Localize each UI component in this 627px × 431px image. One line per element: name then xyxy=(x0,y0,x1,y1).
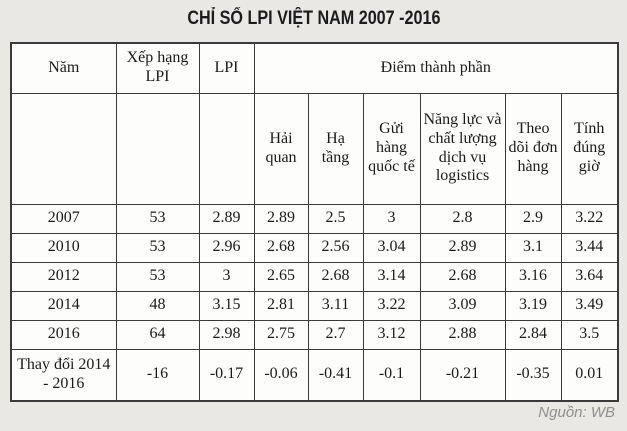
source-note: Nguồn: WB xyxy=(538,404,615,421)
value-cell: 2.68 xyxy=(419,261,506,292)
value-cell: 2.68 xyxy=(253,232,309,263)
value-cell: 3.12 xyxy=(362,319,421,350)
value-cell: 3.04 xyxy=(362,232,421,263)
value-cell: 2.7 xyxy=(307,319,364,350)
header-cell-infrastructure: Hạ tầng xyxy=(307,92,364,205)
value-cell: 3.5 xyxy=(560,319,619,350)
value-cell: 3.44 xyxy=(560,232,619,263)
value-cell: 3.22 xyxy=(362,290,421,321)
value-cell: -0.1 xyxy=(362,348,421,402)
table-row: 2007 53 2.89 2.89 2.5 3 2.8 2.9 3.22 xyxy=(10,203,619,234)
value-cell: 3.11 xyxy=(307,290,364,321)
header-row-components: Hải quan Hạ tầng Gửi hàng quốc tế Năng l… xyxy=(10,92,619,205)
value-cell: 2.75 xyxy=(253,319,309,350)
value-cell: 2.5 xyxy=(307,203,364,234)
value-cell: 2.89 xyxy=(198,203,255,234)
empty-header-cell xyxy=(10,92,117,205)
table-row: 2014 48 3.15 2.81 3.11 3.22 3.09 3.19 3.49 xyxy=(10,290,619,321)
value-cell: 2.9 xyxy=(504,203,562,234)
value-cell: 2.65 xyxy=(253,261,309,292)
value-cell: 2.68 xyxy=(307,261,364,292)
value-cell: 3 xyxy=(198,261,255,292)
empty-header-cell xyxy=(198,92,255,205)
header-row-top: Năm Xếp hạng LPI LPI Điểm thành phần xyxy=(10,42,619,94)
lpi-table: Năm Xếp hạng LPI LPI Điểm thành phần Hải… xyxy=(10,42,620,402)
header-cell-year: Năm xyxy=(10,42,117,94)
value-cell: 64 xyxy=(115,319,200,350)
value-cell: -0.06 xyxy=(253,348,309,402)
header-cell-timeliness: Tính đúng giờ xyxy=(560,92,619,205)
empty-header-cell xyxy=(115,92,200,205)
value-cell: 3.14 xyxy=(362,261,421,292)
value-cell: 3 xyxy=(362,203,421,234)
value-cell: 2.56 xyxy=(307,232,364,263)
value-cell: 3.16 xyxy=(504,261,562,292)
table-row: 2010 53 2.96 2.68 2.56 3.04 2.89 3.1 3.44 xyxy=(10,232,619,263)
header-cell-intl-shipments: Gửi hàng quốc tế xyxy=(362,92,421,205)
header-cell-rank: Xếp hạng LPI xyxy=(115,42,200,94)
value-cell: 2.89 xyxy=(419,232,506,263)
value-cell: 2.84 xyxy=(504,319,562,350)
value-cell: 2.81 xyxy=(253,290,309,321)
table-row: 2016 64 2.98 2.75 2.7 3.12 2.88 2.84 3.5 xyxy=(10,319,619,350)
table-row: 2012 53 3 2.65 2.68 3.14 2.68 3.16 3.64 xyxy=(10,261,619,292)
header-cell-tracking: Theo dõi đơn hàng xyxy=(504,92,562,205)
header-cell-lpi: LPI xyxy=(198,42,255,94)
value-cell: 2.96 xyxy=(198,232,255,263)
value-cell: 48 xyxy=(115,290,200,321)
value-cell: 53 xyxy=(115,261,200,292)
chart-title: CHỈ SỐ LPI VIỆT NAM 2007 -2016 xyxy=(0,8,627,30)
header-cell-logistics-quality: Năng lực và chất lượng dịch vụ logistics xyxy=(419,92,506,205)
table-row: Thay đổi 2014 - 2016 -16 -0.17 -0.06 -0.41 -0… xyxy=(10,348,619,402)
row-label-cell: 2014 xyxy=(10,290,117,321)
value-cell: -0.41 xyxy=(307,348,364,402)
value-cell: 3.22 xyxy=(560,203,619,234)
value-cell: -0.17 xyxy=(198,348,255,402)
row-label-cell: 2010 xyxy=(10,232,117,263)
value-cell: 53 xyxy=(115,203,200,234)
table-body: 2007 53 2.89 2.89 2.5 3 2.8 2.9 3.22 2010 53 2.96 2.… xyxy=(10,203,619,402)
value-cell: 2.88 xyxy=(419,319,506,350)
value-cell: -0.35 xyxy=(504,348,562,402)
chart-title-text: CHỈ SỐ LPI VIỆT NAM 2007 -2016 xyxy=(186,8,441,29)
table-header: Năm Xếp hạng LPI LPI Điểm thành phần Hải… xyxy=(10,42,619,205)
row-label-cell: 2007 xyxy=(10,203,117,234)
row-label-cell: 2016 xyxy=(10,319,117,350)
value-cell: 3.49 xyxy=(560,290,619,321)
header-cell-customs: Hải quan xyxy=(253,92,309,205)
value-cell: 3.19 xyxy=(504,290,562,321)
value-cell: 53 xyxy=(115,232,200,263)
value-cell: 3.64 xyxy=(560,261,619,292)
value-cell: 2.98 xyxy=(198,319,255,350)
value-cell: 0.01 xyxy=(560,348,619,402)
value-cell: -0.21 xyxy=(419,348,506,402)
row-label-cell: 2012 xyxy=(10,261,117,292)
value-cell: -16 xyxy=(115,348,200,402)
header-cell-components-group: Điểm thành phần xyxy=(253,42,619,94)
row-label-cell: Thay đổi 2014 - 2016 xyxy=(10,348,117,402)
value-cell: 3.15 xyxy=(198,290,255,321)
value-cell: 2.8 xyxy=(419,203,506,234)
value-cell: 3.09 xyxy=(419,290,506,321)
value-cell: 2.89 xyxy=(253,203,309,234)
value-cell: 3.1 xyxy=(504,232,562,263)
